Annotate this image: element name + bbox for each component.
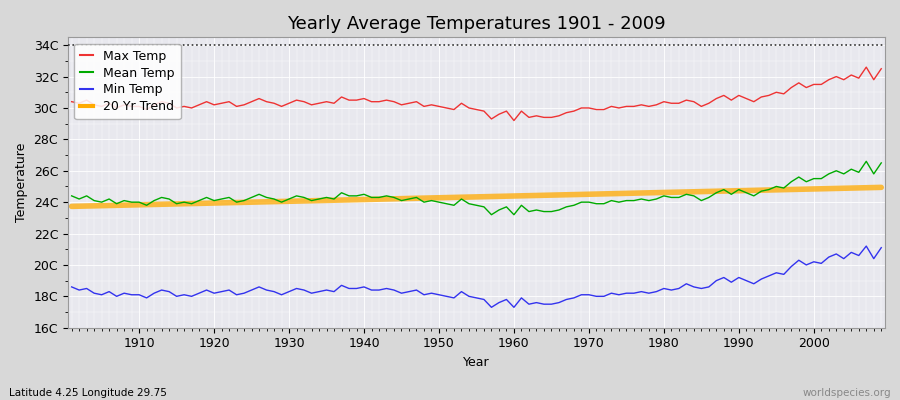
Legend: Max Temp, Mean Temp, Min Temp, 20 Yr Trend: Max Temp, Mean Temp, Min Temp, 20 Yr Tre… bbox=[74, 44, 181, 119]
Title: Yearly Average Temperatures 1901 - 2009: Yearly Average Temperatures 1901 - 2009 bbox=[287, 15, 666, 33]
Text: worldspecies.org: worldspecies.org bbox=[803, 388, 891, 398]
Text: Latitude 4.25 Longitude 29.75: Latitude 4.25 Longitude 29.75 bbox=[9, 388, 166, 398]
X-axis label: Year: Year bbox=[464, 356, 490, 369]
Y-axis label: Temperature: Temperature bbox=[15, 143, 28, 222]
